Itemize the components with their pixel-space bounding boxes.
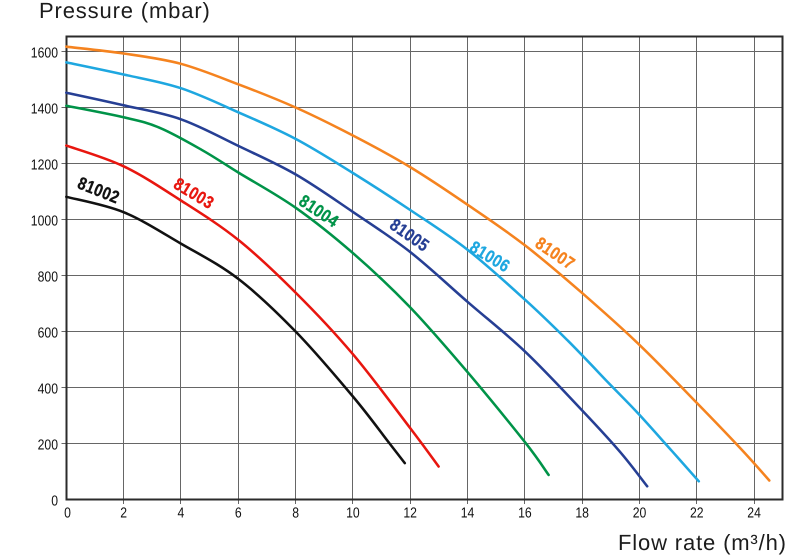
svg-text:4: 4 xyxy=(178,505,185,521)
svg-text:6: 6 xyxy=(235,505,242,521)
svg-text:1400: 1400 xyxy=(31,101,58,117)
svg-text:600: 600 xyxy=(38,325,58,341)
svg-text:16: 16 xyxy=(518,505,532,521)
svg-text:200: 200 xyxy=(38,437,58,453)
svg-text:20: 20 xyxy=(633,505,647,521)
svg-text:0: 0 xyxy=(64,505,71,521)
svg-text:0: 0 xyxy=(51,493,58,509)
svg-text:8: 8 xyxy=(292,505,299,521)
svg-text:2: 2 xyxy=(120,505,127,521)
svg-text:Flow rate (m³/h): Flow rate (m³/h) xyxy=(618,530,787,555)
svg-text:Pressure (mbar): Pressure (mbar) xyxy=(39,0,211,23)
svg-text:10: 10 xyxy=(346,505,360,521)
svg-text:22: 22 xyxy=(690,505,704,521)
svg-text:1000: 1000 xyxy=(31,213,58,229)
svg-text:400: 400 xyxy=(38,381,58,397)
svg-text:12: 12 xyxy=(403,505,417,521)
svg-text:1600: 1600 xyxy=(31,45,58,61)
svg-text:800: 800 xyxy=(38,269,58,285)
svg-text:24: 24 xyxy=(747,505,761,521)
svg-text:1200: 1200 xyxy=(31,157,58,173)
svg-text:18: 18 xyxy=(575,505,589,521)
svg-text:14: 14 xyxy=(461,505,475,521)
